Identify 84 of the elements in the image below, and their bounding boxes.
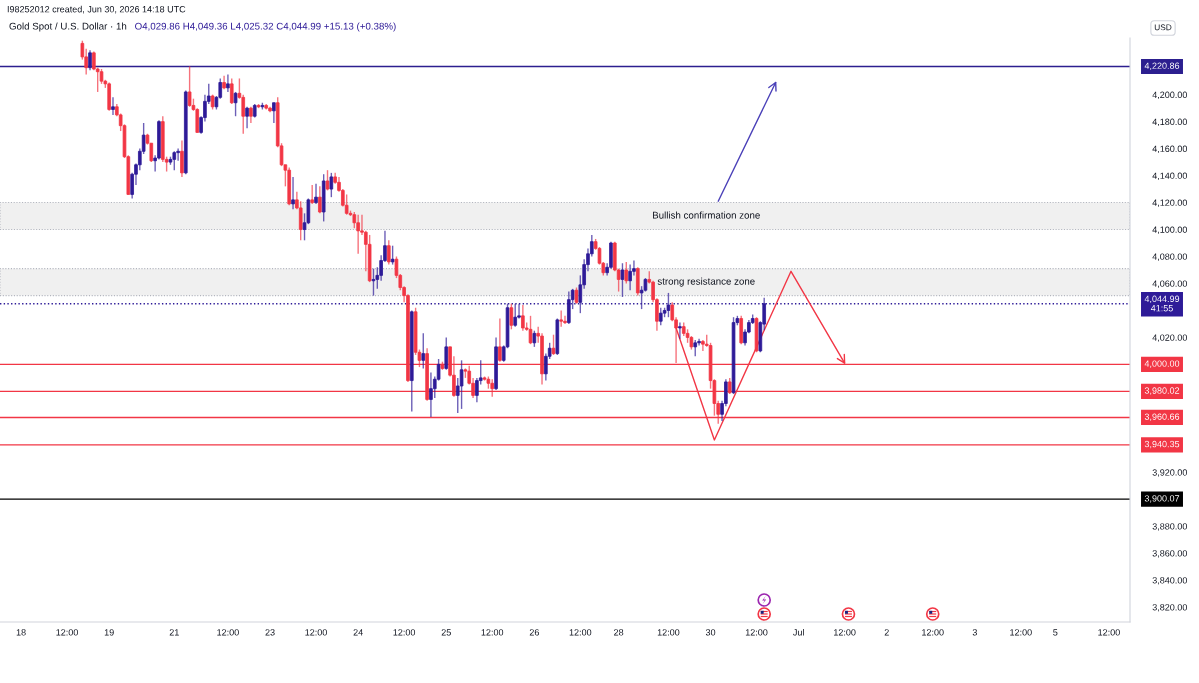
candlestick <box>678 321 682 340</box>
candlestick <box>314 182 318 205</box>
y-tick-label: 3,840.00 <box>1152 577 1188 585</box>
x-tick-label: 12:00 <box>1010 629 1032 636</box>
candlestick <box>226 73 230 93</box>
x-tick-label: 12:00 <box>1098 629 1120 636</box>
ref-line-label: 4,044.99 41:55 <box>1144 295 1180 312</box>
y-tick-label: 4,140.00 <box>1152 172 1188 180</box>
x-tick-label: 30 <box>705 629 716 636</box>
candlestick <box>444 336 449 371</box>
x-tick-label: 26 <box>529 629 539 636</box>
x-tick-label: 25 <box>441 629 451 636</box>
candlestick <box>187 65 192 108</box>
ref-line-label: 3,960.66 <box>1144 413 1180 421</box>
x-tick-label: 12:00 <box>481 629 504 636</box>
y-tick-label: 4,060.00 <box>1152 280 1188 288</box>
chart-title: I98252012 created, Jun 30, 2026 14:18 UTC <box>7 5 186 14</box>
ref-line-label: 3,980.02 <box>1144 387 1180 395</box>
chart-subtitle: Gold Spot / U.S. Dollar · 1h <box>9 22 127 32</box>
candlestick <box>387 239 391 266</box>
candlestick <box>180 139 184 178</box>
x-tick-label: 12:00 <box>305 629 327 636</box>
candlestick <box>628 263 632 291</box>
candlestick <box>233 91 238 117</box>
text: USD <box>1154 24 1172 31</box>
candlestick <box>291 176 295 210</box>
candlestick <box>521 304 525 332</box>
text: O4,029.86 H4,049.36 L4,025.32 C4,044.99 +15.13 (+0.38%) <box>135 22 396 32</box>
candlestick <box>344 193 349 216</box>
x-tick-label: 18 <box>16 629 26 636</box>
candlestick <box>272 102 276 124</box>
y-tick-label: 4,120.00 <box>1152 199 1188 207</box>
y-tick-label: 3,860.00 <box>1152 550 1188 558</box>
candlestick <box>229 77 234 105</box>
band-label: Bullish confirmation zone <box>653 211 760 219</box>
candlestick <box>371 267 376 297</box>
x-tick-label: 19 <box>104 629 114 636</box>
candlestick <box>88 49 92 72</box>
y-tick-label: 4,100.00 <box>1152 226 1188 234</box>
ref-line-label: 3,900.07 <box>1144 495 1180 503</box>
y-tick-label: 3,920.00 <box>1152 469 1188 477</box>
candlestick <box>559 309 563 328</box>
x-tick-label: 12:00 <box>217 629 239 636</box>
x-tick-label: 2 <box>884 629 889 636</box>
ref-line-label: 3,940.35 <box>1144 440 1180 449</box>
y-tick-label: 4,180.00 <box>1152 118 1188 127</box>
x-tick-label: 12:00 <box>569 629 592 636</box>
candlestick <box>624 261 629 285</box>
candlestick <box>620 262 625 298</box>
x-tick-label: 12:00 <box>393 629 416 636</box>
ref-line-label: 4,000.00 <box>1144 360 1180 368</box>
candlestick <box>356 213 360 255</box>
candlestick <box>172 150 177 171</box>
candlestick <box>421 332 426 370</box>
candlestick <box>498 317 502 363</box>
candlestick <box>111 96 115 116</box>
candlestick <box>701 339 705 352</box>
ref-line-label: 4,220.86 <box>1144 62 1180 70</box>
x-tick-label: 12:00 <box>745 629 768 636</box>
x-tick-label: 12:00 <box>834 629 856 636</box>
y-tick-label: 4,080.00 <box>1152 253 1188 261</box>
candlestick <box>459 359 464 410</box>
x-tick-label: 12:00 <box>56 629 78 636</box>
candlestick <box>318 185 322 215</box>
y-tick-label: 4,160.00 <box>1152 145 1188 154</box>
y-tick-label: 3,820.00 <box>1152 604 1188 612</box>
x-tick-label: 21 <box>169 629 179 636</box>
x-tick-label: 5 <box>1053 629 1058 636</box>
candlestick <box>551 334 556 356</box>
x-tick-label: 24 <box>353 629 363 636</box>
candlestick <box>310 184 314 205</box>
candlestick <box>390 245 395 266</box>
y-tick-label: 4,200.00 <box>1152 91 1188 100</box>
x-tick-label: 12:00 <box>922 629 944 636</box>
x-tick-label: Jul <box>793 628 804 636</box>
band-label: strong resistance zone <box>657 277 755 287</box>
x-tick-label: 3 <box>972 629 977 636</box>
y-tick-label: 4,020.00 <box>1152 334 1188 342</box>
x-tick-label: 23 <box>265 629 275 636</box>
candlestick <box>429 371 433 418</box>
y-tick-label: 3,880.00 <box>1152 523 1188 531</box>
x-tick-label: 28 <box>614 629 624 636</box>
candlestick <box>298 200 303 242</box>
x-tick-label: 12:00 <box>657 629 680 636</box>
